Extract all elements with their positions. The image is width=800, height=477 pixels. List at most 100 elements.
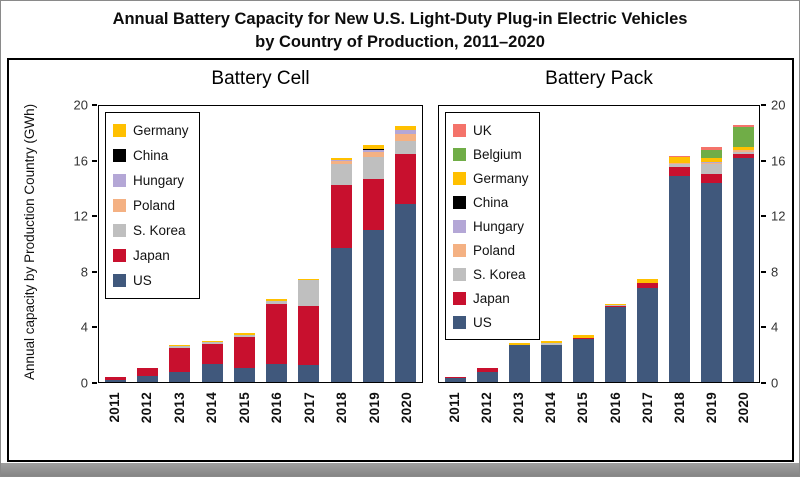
x-tick-label-2016: 2016 [607,392,623,424]
stacked-bar-2019 [700,106,722,382]
battery-pack-plot: UK Belgium Germany China Hungary Poland S. Kor… [438,105,760,383]
battery-cell-y-axis: 0 4 8 12 16 20 [61,98,97,391]
y-tick-mark-4 [92,326,97,329]
y-tick-label-12: 12 [771,208,786,224]
bar-segment-japan-2017 [298,306,320,366]
x-tick-label-2017: 2017 [301,392,317,424]
battery-pack-y-axis: 0 4 8 12 16 20 [761,98,797,391]
x-slot-2015: 2015 [567,388,599,450]
bar-segment-s-korea-2014 [201,342,223,345]
bar-segment-us-2017 [298,365,320,382]
stacked-bar-2011 [104,106,126,382]
x-tick-label-2013: 2013 [511,392,526,424]
bar-segment-us-2014 [201,364,223,382]
bar-slot-2015 [228,106,260,382]
bar-slot-2012 [471,106,503,382]
y-tick-label-12: 12 [73,208,88,224]
bar-segment-germany-2020 [395,126,417,130]
bar-segment-hungary-2018 [668,162,690,164]
x-slot-2018: 2018 [326,388,359,450]
stacked-bar-2017 [298,106,320,382]
y-tick-label-16: 16 [73,153,88,169]
bar-segment-japan-2017 [636,283,658,289]
legend-label-china: China [473,194,509,210]
bar-slot-2018 [325,106,357,382]
bar-segment-us-2014 [540,344,562,382]
bar-segment-japan-2013 [169,348,191,373]
bar-segment-s-korea-2016 [266,300,288,305]
y-tick-mark-12 [92,215,97,218]
x-slot-2017: 2017 [293,388,326,450]
y-tick-mark-0 [761,382,766,384]
legend-label-us: US [133,273,152,288]
bar-segment-poland-2020 [732,150,754,152]
bar-segment-japan-2011 [104,377,126,380]
legend-label-japan: Japan [473,290,510,306]
legend-item-poland: Poland [113,193,189,218]
x-tick-label-2014: 2014 [543,392,559,424]
bar-segment-poland-2019 [363,152,385,158]
bar-segment-germany-2015 [233,333,255,336]
bar-segment-japan-2012 [476,368,498,372]
legend-label-us: US [473,314,492,330]
battery-pack-x-axis: 2011 2012 2013 2014 2015 2016 2017 2018 2019 2020 [438,388,760,450]
legend-item-poland: Poland [453,238,529,262]
bar-segment-germany-2019 [700,157,722,162]
bar-segment-s-korea-2016 [604,305,626,307]
legend-label-s-korea: S. Korea [133,223,186,238]
bar-segment-us-2018 [330,248,352,382]
bar-segment-poland-2019 [700,162,722,164]
x-tick-label-2020: 2020 [399,392,415,424]
legend-swatch-japan [453,291,466,305]
stacked-bar-2013 [508,106,530,382]
legend-swatch-poland [113,199,126,212]
bar-segment-china-2020 [395,129,417,131]
y-tick-mark-0 [92,382,97,384]
bar-segment-s-korea-2019 [700,163,722,174]
x-tick-label-2020: 2020 [736,392,752,424]
legend-swatch-hungary [113,174,126,187]
x-slot-2016: 2016 [599,388,631,450]
bar-segment-us-2012 [136,376,158,382]
x-tick-label-2012: 2012 [478,392,494,424]
legend-label-japan: Japan [133,248,170,263]
x-slot-2015: 2015 [228,388,261,450]
legend-label-china: China [133,148,169,163]
y-tick-label-8: 8 [80,264,88,280]
legend-swatch-s-korea [113,224,126,237]
legend-swatch-germany [453,171,466,185]
bar-slot-2012 [131,106,163,382]
bar-segment-belgium-2020 [732,126,754,147]
battery-cell-x-axis: 2011 2012 2013 2014 2015 2016 2017 2018 2019 2020 [98,388,423,450]
bar-segment-hungary-2019 [363,149,385,153]
y-tick-mark-20 [761,104,766,106]
legend-item-belgium: Belgium [453,142,529,166]
legend-swatch-belgium [453,147,466,161]
bar-segment-us-2016 [604,306,626,382]
bar-segment-us-2019 [363,230,385,382]
x-slot-2013: 2013 [502,388,534,450]
stacked-bar-2015 [233,106,255,382]
bar-segment-hungary-2019 [700,161,722,163]
bar-slot-2016 [260,106,292,382]
legend-label-poland: Poland [133,198,176,213]
battery-cell-bars [99,106,422,382]
bar-segment-germany-2017 [298,278,320,280]
bar-segment-uk-2019 [700,146,722,150]
legend-swatch-germany [113,124,126,137]
legend-label-uk: UK [473,122,492,138]
bar-segment-us-2012 [476,371,498,382]
bar-segment-s-korea-2018 [330,163,352,185]
y-tick-label-16: 16 [771,153,786,169]
bar-segment-japan-2020 [395,154,417,204]
bar-segment-japan-2015 [233,337,255,369]
x-tick-label-2014: 2014 [204,392,220,424]
bar-segment-japan-2011 [444,376,466,378]
bottom-gray-bar [1,463,799,476]
chart-title-battery-cell: Battery Cell [211,68,310,89]
bar-segment-germany-2018 [668,157,690,163]
y-tick-label-0: 0 [80,375,88,391]
bar-segment-germany-2014 [540,340,562,344]
legend-swatch-s-korea [453,267,466,281]
